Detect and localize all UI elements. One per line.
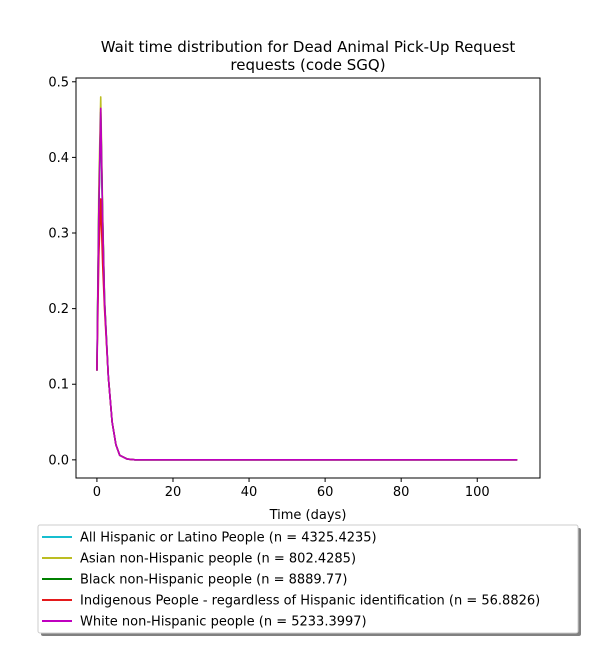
series-line-3 (96, 198, 518, 461)
legend-label-4: White non-Hispanic people (n = 5233.3997… (80, 615, 367, 630)
legend: All Hispanic or Latino People (n = 4325.… (42, 531, 540, 630)
legend-label-3: Indigenous People - regardless of Hispan… (80, 594, 540, 609)
x-tick-label: 40 (241, 485, 258, 500)
y-tick-label: 0.1 (48, 378, 69, 393)
series-line-4 (96, 107, 518, 461)
series-layer (96, 96, 518, 461)
series-line-2 (96, 111, 518, 461)
chart-title-line-2: requests (code SGQ) (230, 56, 385, 74)
y-tick-label: 0.4 (48, 151, 69, 166)
x-axis-label: Time (days) (269, 508, 347, 523)
series-line-1 (96, 96, 518, 461)
series-line-0 (96, 115, 518, 461)
plot-frame (75, 77, 541, 479)
y-tick-label: 0.3 (48, 227, 69, 242)
legend-box (37, 524, 579, 634)
legend-label-2: Black non-Hispanic people (n = 8889.77) (80, 573, 347, 588)
x-tick-label: 20 (165, 485, 182, 500)
y-tick-label: 0.2 (48, 302, 69, 317)
x-tick-label: 100 (465, 485, 490, 500)
x-tick-label: 0 (93, 485, 101, 500)
x-tick-label: 80 (393, 485, 410, 500)
legend-label-1: Asian non-Hispanic people (n = 802.4285) (80, 552, 356, 567)
legend-label-0: All Hispanic or Latino People (n = 4325.… (80, 531, 377, 546)
x-axis: 0 20 40 60 80 100 (93, 478, 490, 500)
y-axis: 0.0 0.1 0.2 0.3 0.4 0.5 (48, 75, 76, 468)
chart-title-line-1: Wait time distribution for Dead Animal P… (101, 38, 516, 56)
x-tick-label: 60 (317, 485, 334, 500)
y-tick-label: 0.5 (48, 75, 69, 90)
y-tick-label: 0.0 (48, 453, 69, 468)
